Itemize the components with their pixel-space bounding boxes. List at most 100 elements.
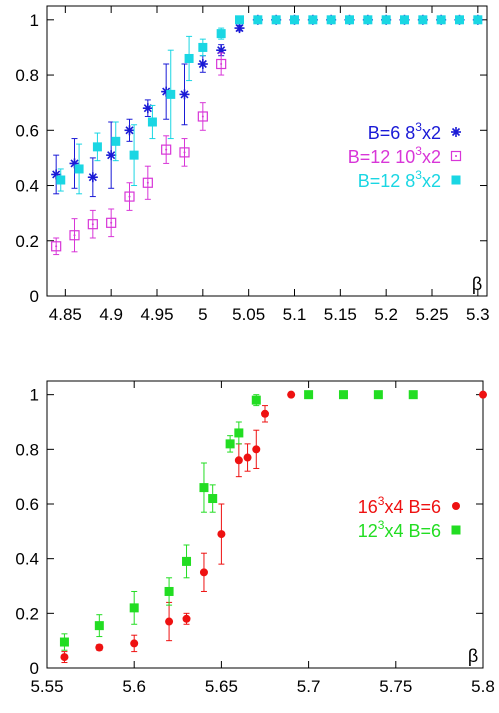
x-tick-label: 5 (198, 305, 207, 324)
data-point (473, 15, 483, 25)
legend-label: B=12 103x2 (348, 144, 441, 167)
data-point (345, 15, 354, 25)
y-tick-label: 0.8 (15, 440, 39, 459)
x-tick-label: 5.7 (297, 677, 321, 696)
data-point (129, 603, 139, 613)
chart-top: 0 0.2 0.4 0.6 0.8 1 4.85 4.9 4.95 5 5.05 5.1 5.15 5.2… (15, 5, 490, 324)
data-point (225, 439, 235, 449)
data-point (184, 53, 194, 63)
y-tick-label: 0.2 (15, 604, 39, 623)
data-point (94, 621, 104, 631)
data-point (106, 150, 117, 161)
data-point (373, 390, 383, 400)
data-point (243, 453, 252, 462)
data-point (87, 172, 98, 183)
plot-frame (46, 380, 484, 669)
x-tick-label: 5.2 (374, 305, 398, 324)
data-point (161, 144, 172, 155)
y-tick-label: 0.2 (15, 232, 39, 251)
legend-marker (451, 175, 461, 185)
data-point (106, 217, 117, 228)
legend-marker (450, 150, 462, 162)
data-point (95, 643, 104, 652)
x-axis-label: β (472, 274, 482, 294)
y-tick-label: 0.4 (15, 550, 39, 569)
x-tick-label: 5.8 (471, 677, 495, 696)
plot-frame (46, 5, 488, 297)
legend-label: B=6 83x2 (368, 120, 441, 143)
data-point (326, 15, 336, 25)
data-point (408, 390, 418, 400)
y-tick-label: 0.6 (15, 121, 39, 140)
data-point (142, 103, 153, 114)
x-tick-label: 5.75 (379, 677, 412, 696)
data-point (208, 494, 218, 504)
data-point (129, 150, 139, 160)
y-tick-label: 1 (30, 11, 39, 30)
data-point (199, 568, 208, 577)
data-point (251, 395, 261, 405)
y-tick-label: 0.8 (15, 66, 39, 85)
legend-marker (452, 502, 460, 510)
data-point (198, 42, 208, 52)
data-point (381, 15, 391, 25)
data-point (338, 390, 348, 400)
x-tick-label: 4.95 (140, 305, 173, 324)
data-point (124, 125, 135, 136)
data-point (179, 89, 190, 100)
data-point (59, 637, 69, 647)
legend-label: 163x4 B=6 (358, 494, 441, 517)
y-tick-label: 0.4 (15, 177, 39, 196)
data-point (216, 58, 227, 70)
data-point (69, 230, 80, 241)
data-point (235, 15, 244, 25)
data-point (217, 530, 226, 539)
data-point (216, 29, 226, 39)
data-point (56, 175, 66, 185)
data-point (252, 445, 261, 454)
data-point (234, 23, 245, 34)
data-point (74, 164, 84, 174)
y-tick-label: 1 (30, 386, 39, 405)
x-tick-label: 5.05 (232, 305, 265, 324)
data-point (142, 177, 153, 188)
x-tick-label: 5.15 (324, 305, 357, 324)
data-point (182, 614, 191, 623)
data-point (87, 219, 98, 230)
data-point (363, 15, 373, 25)
x-tick-label: 5.55 (30, 677, 63, 696)
data-point (166, 89, 176, 99)
data-point (290, 15, 299, 25)
data-point (261, 409, 269, 418)
data-point (308, 15, 318, 25)
y-tick-label: 0.6 (15, 495, 39, 514)
legend-label: B=12 83x2 (358, 168, 441, 191)
x-tick-label: 5.65 (205, 677, 238, 696)
series-0 (60, 390, 487, 664)
data-point (304, 390, 314, 400)
x-tick-label: 5.25 (415, 305, 448, 324)
data-point (165, 617, 174, 626)
x-tick-label: 5.6 (122, 677, 146, 696)
data-point (60, 653, 69, 662)
x-tick-label: 4.9 (99, 305, 123, 324)
y-tick-label: 0 (30, 287, 39, 306)
data-point (51, 241, 62, 252)
series-1 (59, 390, 418, 651)
data-point (234, 456, 243, 465)
legend-marker (451, 525, 461, 535)
data-point (197, 111, 208, 122)
data-point (179, 147, 190, 158)
data-point (436, 15, 446, 25)
data-point (455, 15, 464, 25)
data-point (147, 117, 157, 127)
y-tick-label: 0 (30, 659, 39, 678)
chart-bottom: 0 0.2 0.4 0.6 0.8 1 5.55 5.6 5.65 5.7 5.75 5.8 β 163x… (15, 380, 495, 696)
data-point (479, 390, 487, 399)
legend-label: 123x4 B=6 (358, 518, 441, 541)
series-1 (51, 52, 227, 256)
data-point (400, 15, 409, 25)
data-point (271, 15, 281, 25)
legend-marker (451, 127, 461, 137)
data-point (287, 390, 296, 399)
